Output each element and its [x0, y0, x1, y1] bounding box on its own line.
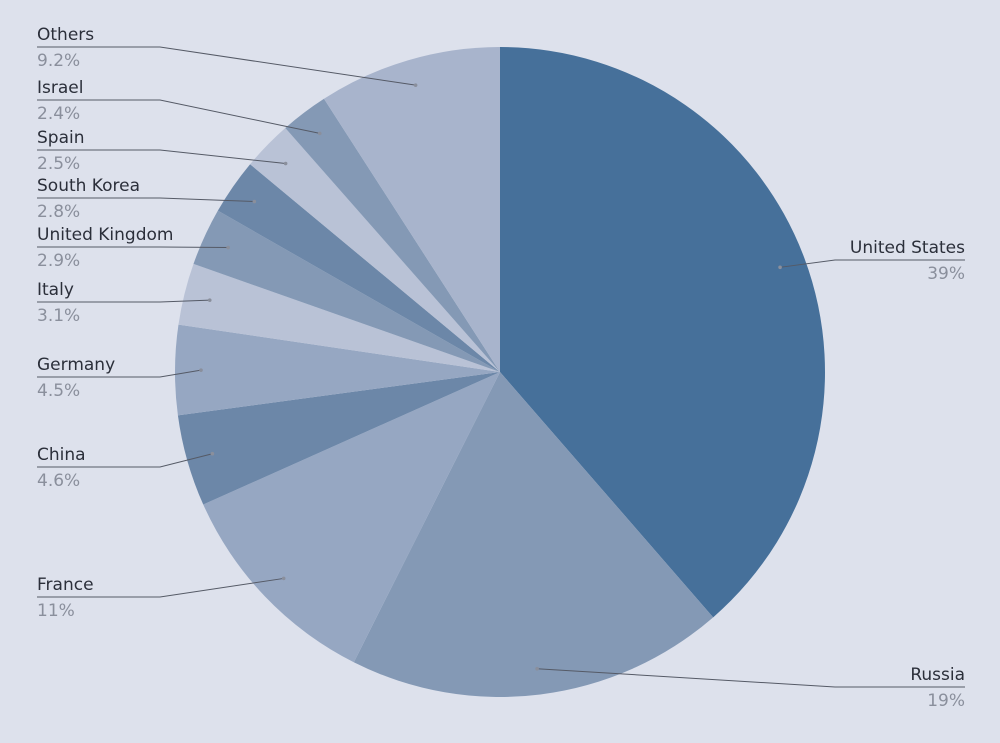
- leader-line: [37, 149, 286, 165]
- slice-value: 2.9%: [37, 251, 80, 271]
- pie-slice: [177, 372, 500, 505]
- leader-dot: [199, 368, 203, 372]
- leader-dot: [535, 666, 539, 671]
- slice-value: 4.5%: [37, 381, 80, 401]
- leader-line: [37, 577, 284, 598]
- pie-slice: [323, 47, 500, 372]
- slice-label: Russia: [910, 665, 965, 685]
- leader-line: [37, 246, 229, 249]
- slice-label: Germany: [37, 355, 115, 375]
- slice-value: 39%: [927, 264, 965, 284]
- slice-label: United States: [850, 238, 965, 258]
- leader-line: [37, 369, 202, 378]
- leader-dot: [778, 265, 782, 270]
- leader-dot: [283, 161, 288, 166]
- pie-slice: [203, 372, 501, 663]
- slice-value: 9.2%: [37, 51, 80, 71]
- pie-slice: [193, 210, 501, 372]
- leader-dot: [207, 298, 212, 302]
- slice-label: France: [37, 575, 94, 595]
- slice-label: Italy: [37, 280, 74, 300]
- slice-value: 2.4%: [37, 104, 80, 124]
- pie-slice: [175, 324, 500, 416]
- slice-value: 2.8%: [37, 202, 80, 222]
- leader-dot: [226, 245, 230, 250]
- leader-line: [37, 453, 213, 468]
- slice-value: 2.5%: [37, 154, 80, 174]
- leader-dot: [317, 131, 322, 136]
- slice-label: United Kingdom: [37, 225, 173, 245]
- leader-line: [780, 259, 965, 268]
- leader-dot: [281, 576, 286, 581]
- slice-value: 3.1%: [37, 306, 80, 326]
- leader-dot: [210, 451, 215, 456]
- pie-slice: [285, 98, 500, 373]
- slice-label: Israel: [37, 78, 83, 98]
- leader-dot: [413, 83, 418, 87]
- slice-value: 19%: [927, 691, 965, 711]
- pie-slice: [178, 263, 500, 372]
- slice-label: Spain: [37, 128, 85, 148]
- leader-line: [37, 99, 320, 134]
- slice-label: South Korea: [37, 176, 140, 196]
- slice-label: Others: [37, 25, 94, 45]
- leader-line: [37, 299, 210, 303]
- leader-line: [537, 668, 965, 688]
- pie-slice: [353, 372, 714, 697]
- slice-label: China: [37, 445, 86, 465]
- pie-slice: [500, 47, 825, 618]
- slice-value: 11%: [37, 601, 75, 621]
- leader-line: [37, 46, 416, 86]
- slice-value: 4.6%: [37, 471, 80, 491]
- pie-slice: [217, 164, 500, 372]
- leader-line: [37, 197, 255, 203]
- leader-dot: [252, 199, 257, 204]
- pie-slice: [250, 128, 500, 372]
